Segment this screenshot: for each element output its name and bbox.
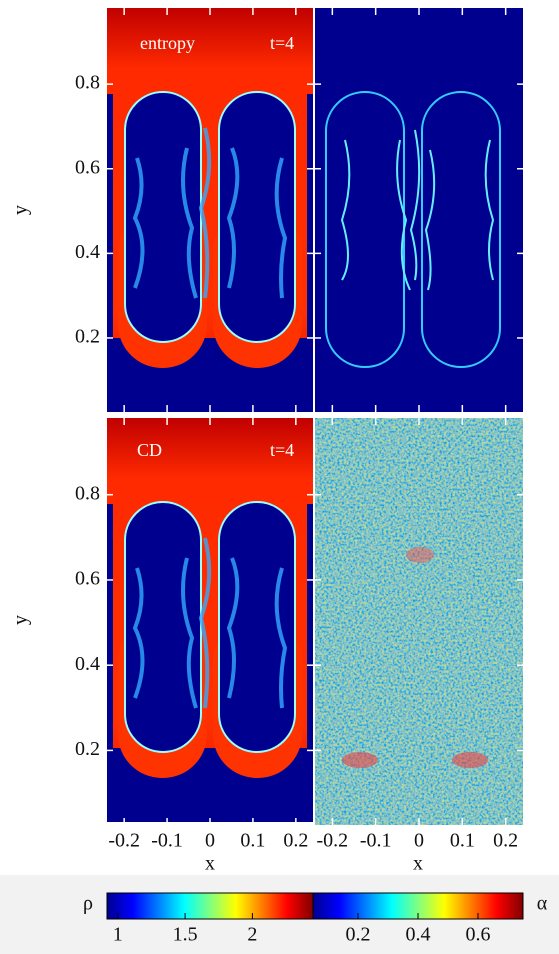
y-axis-label: y: [10, 615, 32, 625]
x-tick-label: -0.1: [151, 830, 183, 852]
x-tick-label: 0.2: [283, 830, 308, 852]
x-tick-label: -0.1: [360, 830, 392, 852]
colorbar-label: α: [537, 893, 548, 915]
y-tick-label: 0.8: [75, 72, 100, 94]
colorbar-rho: [106, 892, 314, 920]
x-tick-label: 0.2: [493, 830, 518, 852]
y-tick-label: 0.4: [75, 653, 100, 675]
colorbar-tick-label: 2: [247, 924, 257, 946]
y-tick-label: 0.2: [75, 738, 100, 760]
colorbar-tick-label: 0.4: [406, 924, 431, 946]
colorbar-tick-label: 0.2: [346, 924, 371, 946]
x-tick-label: 0: [205, 830, 215, 852]
x-tick-label: 0.1: [450, 830, 475, 852]
x-tick-label: 0.1: [240, 830, 265, 852]
entropy-residual-map: [315, 8, 523, 412]
x-tick-label: -0.2: [316, 830, 348, 852]
y-tick-label: 0.6: [75, 156, 100, 178]
panel-label: entropy: [140, 33, 195, 53]
colorbar-tick-label: 1: [113, 924, 123, 946]
colorbar-tick-label: 0.6: [466, 924, 491, 946]
x-tick-label: -0.2: [108, 830, 140, 852]
cd-residual-map: [315, 418, 523, 825]
x-axis-label: x: [205, 853, 215, 875]
panel-time: t=4: [270, 33, 294, 53]
cd-density-map: [107, 418, 313, 822]
panel-label: CD: [137, 440, 162, 460]
y-tick-label: 0.8: [75, 482, 100, 504]
y-tick-label: 0.2: [75, 326, 100, 348]
x-axis-label: x: [413, 853, 423, 875]
y-axis-label: y: [10, 205, 32, 215]
panel-time: t=4: [270, 440, 294, 460]
colorbar-tick-label: 1.5: [173, 924, 198, 946]
colorbar-label: ρ: [83, 893, 93, 915]
y-tick-label: 0.4: [75, 241, 100, 263]
y-tick-label: 0.6: [75, 568, 100, 590]
entropy-density-map: [107, 8, 313, 412]
x-tick-label: 0: [414, 830, 424, 852]
